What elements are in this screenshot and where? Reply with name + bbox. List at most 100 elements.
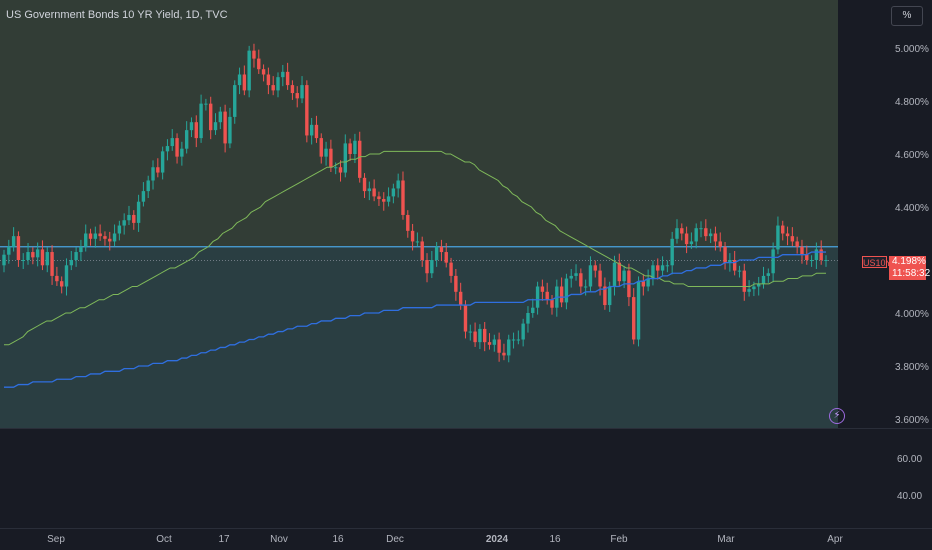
candle <box>367 181 372 201</box>
candle-body <box>329 148 333 168</box>
candle-body <box>98 233 102 237</box>
candle <box>483 322 487 352</box>
candle <box>757 276 761 296</box>
candle-body <box>377 196 381 200</box>
candle <box>160 146 165 180</box>
candle-body <box>747 289 751 292</box>
candle <box>540 279 545 301</box>
candle <box>535 281 540 315</box>
candle <box>612 255 617 296</box>
candle <box>333 162 338 175</box>
candle <box>59 276 64 294</box>
x-tick-label: Dec <box>386 534 404 545</box>
candle <box>761 266 766 289</box>
candle-body <box>2 254 6 266</box>
candle-body <box>761 275 766 284</box>
candle <box>252 43 256 68</box>
candle <box>617 253 621 286</box>
candle-body <box>526 313 530 324</box>
y-tick-label: 4.600% <box>895 150 929 161</box>
candle <box>636 276 641 347</box>
candle-body <box>367 188 372 192</box>
candle-body <box>406 214 410 231</box>
y-tick-label: 4.800% <box>895 97 929 108</box>
candle <box>391 183 396 204</box>
candle <box>526 306 530 333</box>
candle <box>473 322 477 347</box>
candle-body <box>531 307 535 313</box>
candle-body <box>252 50 256 59</box>
candle-body <box>819 249 823 260</box>
candle <box>377 191 381 206</box>
candle-body <box>295 93 299 99</box>
candle-body <box>247 50 251 91</box>
candle <box>790 227 795 247</box>
candle <box>497 332 501 362</box>
candle-body <box>184 130 189 149</box>
candle-body <box>420 241 424 260</box>
candle-body <box>93 233 98 239</box>
candle <box>353 133 357 164</box>
candle-body <box>31 252 35 258</box>
candle-body <box>276 77 280 91</box>
candle-body <box>434 246 439 260</box>
candle <box>401 171 405 220</box>
candle-body <box>708 233 713 237</box>
candle <box>747 280 751 297</box>
y-tick-label: 3.600% <box>895 415 929 426</box>
candle-body <box>132 214 136 223</box>
candle <box>670 231 674 275</box>
candle <box>776 216 780 255</box>
candle-body <box>170 138 174 147</box>
candle <box>487 333 492 350</box>
candle <box>319 133 323 164</box>
candle <box>281 64 285 87</box>
candle <box>21 253 25 270</box>
candle-body <box>228 116 232 144</box>
candle-body <box>771 249 775 274</box>
candle-body <box>88 233 93 239</box>
percent-scale-button[interactable]: % <box>891 6 923 26</box>
candle <box>507 334 511 363</box>
candle <box>242 65 247 96</box>
candle <box>213 113 218 135</box>
candle <box>194 115 198 148</box>
candle <box>425 253 429 283</box>
candle-body <box>64 265 69 287</box>
candle-body <box>718 241 722 247</box>
candle <box>247 45 251 98</box>
candle <box>16 231 21 267</box>
candle <box>699 221 703 238</box>
candle <box>708 228 713 244</box>
lightning-icon[interactable]: ⚡ <box>829 408 845 424</box>
candle <box>127 205 131 226</box>
candle-body <box>463 305 468 332</box>
candle <box>574 264 578 281</box>
candle <box>430 250 434 279</box>
candle-body <box>261 69 266 75</box>
candle-body <box>21 260 25 261</box>
x-tick-label: Mar <box>717 534 735 545</box>
candle <box>814 242 819 270</box>
candle-body <box>617 262 621 282</box>
candle <box>362 173 367 198</box>
candle <box>189 117 194 138</box>
candle-body <box>122 220 126 226</box>
symbol-tag: US10Y <box>862 256 892 268</box>
candle-body <box>473 331 477 343</box>
candle <box>343 134 347 178</box>
candle-body <box>343 143 347 173</box>
candle-body <box>136 201 141 223</box>
candle-body <box>35 249 40 258</box>
candle <box>228 107 232 149</box>
candle-body <box>670 238 674 266</box>
candle <box>665 260 670 273</box>
candle <box>382 192 386 211</box>
candle-body <box>103 236 107 239</box>
candle-body <box>603 286 607 306</box>
y-tick-label: 4.400% <box>895 203 929 214</box>
candle-body <box>55 275 59 282</box>
candle-body <box>449 262 453 276</box>
candle <box>64 258 69 296</box>
